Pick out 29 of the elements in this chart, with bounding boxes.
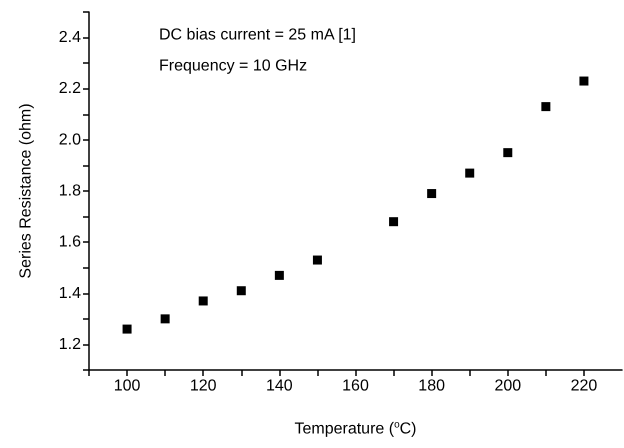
point [274,270,284,280]
y-tick-label: 1.4 [58,284,82,302]
point [465,168,474,178]
y-tick-label: 1.2 [58,336,82,353]
point [236,286,246,296]
x-tick-label: 100 [114,378,141,394]
x-tick-label: 180 [418,378,446,394]
annotation: Frequency = 10 GHz [159,58,308,74]
x-tick-label: 220 [570,378,598,394]
x-tick-label: 120 [190,378,217,394]
x-tick-label: 160 [342,378,369,394]
annotation: DC bias current = 25 mA [1] [159,26,356,44]
point [427,189,436,198]
point [198,296,208,306]
point [312,256,322,265]
x-tick-label: 200 [494,378,522,394]
y-tick-label: 1.6 [58,234,82,251]
y-axis-title: Series Resistance (ohm) [18,103,34,279]
point [389,217,398,226]
y-tick-label: 1.8 [58,182,82,200]
point [160,314,170,324]
point [541,102,550,112]
y-tick-label: 2.4 [58,29,82,46]
point [122,324,132,334]
point [503,148,512,158]
y-tick-label: 2.0 [58,131,82,148]
x-tick-label: 140 [266,378,293,394]
y-tick-label: 2.2 [58,80,82,98]
point [579,76,588,86]
